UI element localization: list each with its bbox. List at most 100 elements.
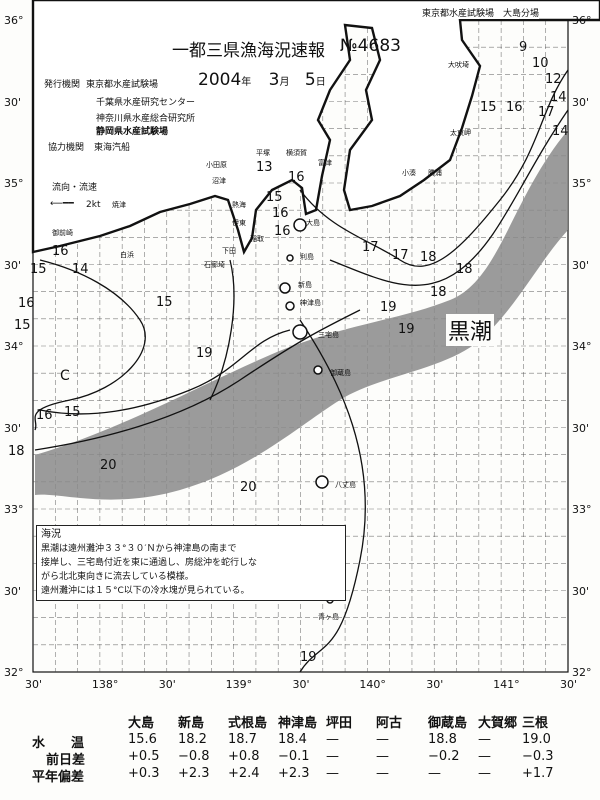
place-label: 八丈島 [335, 481, 356, 489]
latitude-label: 30' [4, 258, 22, 272]
table-cell: — [428, 766, 441, 781]
summary-line: 遠州灘沖には１５°C以下の冷水塊が見られている。 [41, 586, 250, 596]
table-cell: 19.0 [522, 732, 551, 747]
latitude-label: 30' [4, 421, 22, 435]
longitude-label: 140° [359, 678, 386, 691]
place-label: 御蔵島 [330, 369, 351, 377]
table-cell: −0.3 [522, 749, 554, 764]
isotherm-line [329, 109, 569, 286]
place-label: 焼津 [112, 201, 126, 209]
isotherm-label: 14 [552, 124, 569, 139]
table-cell: — [376, 732, 389, 747]
longitude-label: 138° [91, 678, 119, 691]
place-label: 白浜 [120, 251, 134, 259]
isotherm-label: 16 [52, 244, 69, 259]
table-cell: 18.4 [278, 732, 307, 747]
table-cell: — [478, 749, 491, 764]
cold-water-mass-label: C [60, 368, 70, 384]
island [279, 282, 291, 294]
isotherm-label: 19 [300, 650, 317, 665]
isotherm-label: 16 [36, 408, 53, 423]
island [315, 475, 329, 489]
bulletin-title: 一都三県漁海況速報 [172, 41, 325, 61]
publisher-2: 千葉県水産研究センター [96, 98, 196, 108]
table-cell: −0.8 [178, 749, 210, 764]
isotherm-label: 15 [480, 100, 497, 115]
isotherm-label: 16 [274, 224, 291, 239]
column-header: 御蔵島 [428, 716, 468, 731]
cooperator: 東海汽船 [94, 143, 131, 153]
table-cell: +2.3 [278, 766, 310, 781]
longitude-label: 30' [426, 678, 444, 691]
latitude-label: 30' [4, 584, 22, 598]
isotherm-label: 18 [456, 262, 473, 277]
latitude-label: 33° [4, 503, 24, 516]
isotherm-label: 17 [362, 240, 379, 255]
place-label: 稲取 [250, 235, 264, 243]
date-day-unit: 日 [315, 77, 326, 88]
table-row: 前日差 +0.5 −0.8 +0.8 −0.1 — — −0.2 — −0.3 [0, 749, 600, 768]
place-label: 神津島 [300, 299, 321, 307]
summary-line: 接岸し、三宅島付近を東に通過し、房総沖を蛇行しな [41, 558, 258, 568]
place-label: 太東岬 [450, 129, 471, 137]
longitude-label: 30' [158, 678, 176, 691]
summary-line: 黒潮は遠州灘沖３３°３０′Ｎから神津島の南まで [41, 544, 237, 554]
latitude-label: 34° [572, 340, 592, 353]
place-label: 富津 [318, 159, 332, 167]
isotherm-label: 18 [420, 250, 437, 265]
longitude-label: 30' [292, 678, 310, 691]
isotherm-label: 17 [538, 105, 555, 120]
summary-title: 海況 [41, 529, 61, 540]
isotherm-line [209, 259, 235, 401]
place-label: 御前崎 [52, 229, 73, 237]
current-speed: 2kt [86, 200, 101, 210]
latitude-label: 30' [4, 95, 22, 109]
latitude-label: 36° [4, 14, 24, 27]
island [313, 365, 323, 375]
place-label: 石廊埼 [204, 261, 225, 269]
latitude-label: 36° [572, 14, 592, 27]
isotherm-line [299, 69, 569, 267]
latitude-label: 35° [572, 177, 592, 190]
table-cell: — [326, 749, 339, 764]
isotherm-label: 10 [532, 56, 549, 71]
isotherm-line [299, 319, 366, 673]
table-cell: — [326, 766, 339, 781]
place-label: 小田原 [206, 161, 227, 169]
isotherm-label: 15 [156, 295, 173, 310]
longitude-label: 30' [25, 678, 43, 691]
longitude-label: 139° [225, 678, 253, 691]
place-label: 大島 [306, 219, 320, 227]
publisher-1: 東京都水産試験場 [86, 80, 159, 90]
row-label: 平年偏差 [32, 770, 85, 785]
date-day: 5 [304, 70, 316, 90]
table-cell: 15.6 [128, 732, 157, 747]
place-label: 小湊 [402, 169, 416, 177]
latitude-label: 30' [572, 421, 590, 435]
table-cell: 18.8 [428, 732, 457, 747]
place-label: 平塚 [256, 149, 270, 157]
table-cell: +0.8 [228, 749, 260, 764]
island [292, 324, 308, 340]
date-year: 2004 [198, 70, 242, 90]
table-cell: +0.3 [128, 766, 160, 781]
island [293, 218, 307, 232]
place-label: 沼津 [212, 177, 226, 185]
isotherm-label: 13 [256, 160, 273, 175]
latitude-label: 32° [4, 666, 24, 679]
current-legend-label: 流向・流速 [52, 183, 98, 193]
isotherm-label: 19 [196, 346, 213, 361]
kuroshio-band [35, 130, 568, 500]
column-header: 三根 [522, 716, 549, 731]
table-cell: −0.1 [278, 749, 310, 764]
isotherm-line [34, 309, 361, 451]
place-label: 下田 [222, 247, 236, 255]
island [286, 254, 294, 262]
longitude-label: 141° [493, 678, 520, 691]
table-cell: +2.4 [228, 766, 260, 781]
island [285, 301, 295, 311]
latitude-label: 33° [572, 503, 592, 516]
publisher-3: 神奈川県水産総合研究所 [96, 114, 196, 124]
date-year-unit: 年 [241, 77, 252, 88]
